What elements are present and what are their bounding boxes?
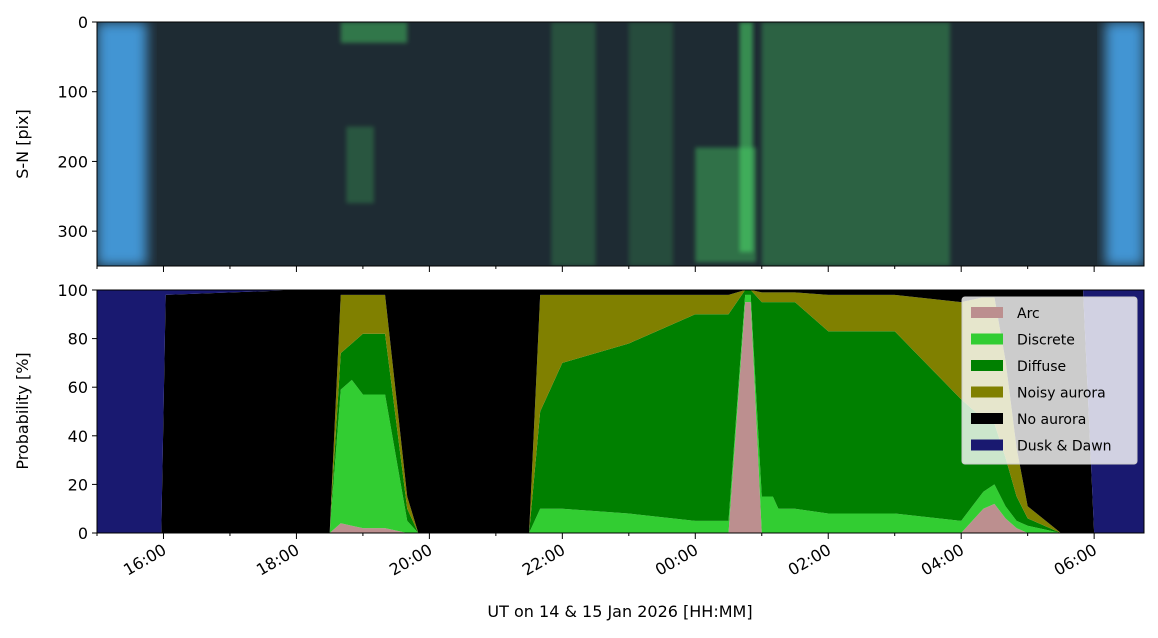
probability-panel: 0 20 40 60 80 100 16:00 18:00 20:00 22:00 00:00 02… <box>13 281 1145 621</box>
legend-swatch <box>971 386 1003 398</box>
probability-y-tick-label: 100 <box>57 281 88 300</box>
probability-y-tick-label: 40 <box>68 427 88 446</box>
keogram-panel: 0 100 200 300 S-N [pix] <box>13 13 1145 272</box>
keogram-aurora-feature <box>628 22 674 266</box>
probability-y-ticks: 0 20 40 60 80 100 <box>57 281 97 543</box>
probability-y-tick-label: 60 <box>68 378 88 397</box>
x-tick-label: 16:00 <box>120 540 169 580</box>
keogram-twilight-band <box>1105 22 1144 266</box>
probability-stacked-areas <box>97 290 1144 533</box>
keogram-y-tick-label: 100 <box>57 83 88 102</box>
legend-label: Dusk & Dawn <box>1017 439 1112 455</box>
legend-label: Diffuse <box>1017 359 1066 375</box>
legend-swatch <box>971 439 1003 451</box>
legend-label: Noisy aurora <box>1017 386 1106 402</box>
keogram-twilight-band <box>97 22 147 266</box>
area-noisy-aurora <box>97 290 1144 533</box>
keogram-y-tick-label: 0 <box>78 13 88 32</box>
keogram-y-ticks: 0 100 200 300 <box>57 13 97 241</box>
keogram-y-tick-label: 300 <box>57 222 88 241</box>
x-tick-label: 22:00 <box>519 540 568 580</box>
legend-swatch <box>971 360 1003 371</box>
legend: Arc Discrete Diffuse Noisy aurora No aurora D… <box>961 296 1138 465</box>
keogram-aurora-features <box>97 22 1144 266</box>
legend-swatch <box>971 307 1003 318</box>
probability-frame <box>96 289 1145 534</box>
x-tick-label: 00:00 <box>652 540 701 580</box>
x-axis-label: UT on 14 & 15 Jan 2026 [HH:MM] <box>487 602 752 621</box>
keogram-aurora-feature <box>739 22 753 253</box>
keogram-frame <box>96 21 1145 267</box>
x-tick-label: 04:00 <box>918 540 967 580</box>
legend-swatch <box>971 333 1003 345</box>
probability-y-tick-label: 0 <box>78 524 88 543</box>
x-tick-label: 18:00 <box>253 540 302 580</box>
x-tick-label: 20:00 <box>386 540 435 580</box>
keogram-y-tick-label: 200 <box>57 152 88 171</box>
legend-label: Arc <box>1017 306 1040 322</box>
keogram-x-ticks <box>96 266 1095 272</box>
area-diffuse <box>97 290 1144 533</box>
probability-y-axis-label: Probability [%] <box>13 352 32 469</box>
keogram-background <box>97 22 1144 266</box>
probability-x-ticks: 16:00 18:00 20:00 22:00 00:00 02:00 04:00 06:00 <box>96 533 1100 580</box>
legend-box <box>961 296 1138 465</box>
x-tick-label: 06:00 <box>1051 540 1100 580</box>
keogram-aurora-feature <box>346 126 374 204</box>
legend-label: Discrete <box>1017 333 1075 349</box>
keogram-y-axis-label: S-N [pix] <box>13 109 32 179</box>
x-tick-label: 02:00 <box>785 540 834 580</box>
area-discrete <box>97 294 1144 533</box>
keogram-aurora-feature <box>340 22 408 43</box>
legend-swatch <box>971 413 1003 424</box>
legend-label: No aurora <box>1017 412 1086 428</box>
probability-y-tick-label: 20 <box>68 475 88 494</box>
keogram-aurora-feature <box>761 22 951 266</box>
keogram-aurora-feature <box>551 22 596 266</box>
probability-y-tick-label: 80 <box>68 330 88 349</box>
